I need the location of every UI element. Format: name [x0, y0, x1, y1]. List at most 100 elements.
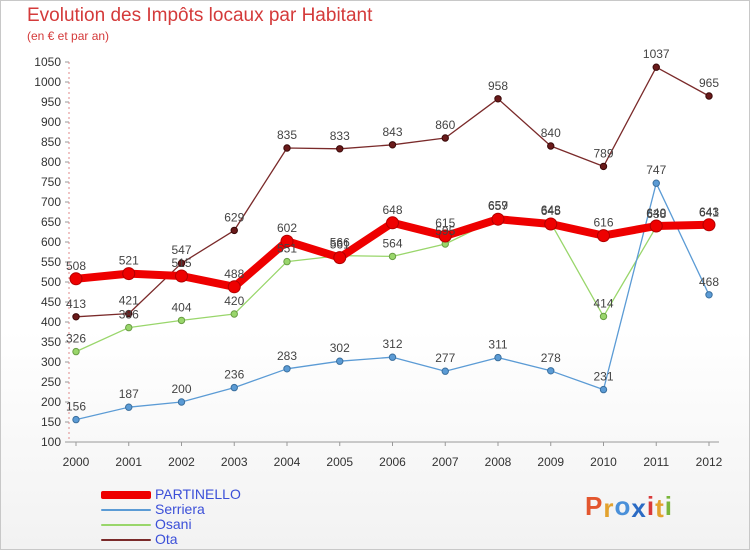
chart-title: Evolution des Impôts locaux par Habitant: [27, 5, 373, 26]
data-label: 602: [277, 221, 297, 235]
data-label: 312: [382, 337, 402, 351]
data-label: 311: [488, 338, 507, 352]
x-tick-label: 2005: [326, 455, 353, 469]
data-label: 413: [66, 297, 86, 311]
data-point: [72, 347, 80, 356]
data-label: 404: [171, 300, 191, 314]
data-point: [494, 95, 502, 103]
data-point: [125, 403, 133, 411]
legend-item-partinello: PARTINELLO: [101, 487, 241, 502]
x-tick-label: 2004: [274, 455, 301, 469]
data-point: [494, 353, 502, 362]
data-point: [705, 92, 713, 100]
data-point: [652, 63, 660, 71]
data-point: [544, 217, 558, 231]
data-label: 833: [330, 129, 350, 143]
data-point: [122, 267, 136, 281]
y-tick-label: 200: [41, 395, 61, 409]
labels-partinello: 508 521 515 488 602 561 648 615 657 645 616 640 643: [66, 199, 719, 281]
data-label: 231: [593, 370, 613, 384]
x-tick-label: 2008: [485, 455, 512, 469]
data-label: 629: [224, 210, 244, 224]
data-point: [230, 310, 238, 318]
data-point: [230, 226, 238, 235]
data-label: 283: [277, 349, 297, 363]
data-label: 958: [488, 79, 508, 93]
data-label: 156: [66, 400, 86, 414]
x-tick-label: 2000: [63, 455, 90, 469]
data-label: 508: [66, 259, 86, 273]
data-point: [491, 212, 505, 226]
y-tick-label: 750: [41, 175, 61, 189]
labels-serriera: 156 187 200 236 283 302 312 277 311 278 231 747 468: [66, 163, 719, 413]
x-tick-label: 2011: [643, 455, 669, 469]
y-tick-label: 150: [41, 415, 61, 429]
data-point: [336, 145, 344, 153]
data-point: [388, 353, 397, 361]
logo-letter: x: [631, 493, 647, 523]
y-tick-label: 550: [41, 255, 61, 269]
legend-label: PARTINELLO: [155, 486, 241, 502]
x-tick-label: 2006: [379, 455, 406, 469]
data-label: 564: [382, 236, 402, 250]
data-label: 648: [541, 203, 561, 217]
data-label: 547: [171, 243, 191, 257]
data-label: 641: [699, 206, 719, 220]
data-point: [599, 312, 608, 321]
data-label: 840: [541, 126, 561, 140]
data-point: [72, 415, 80, 424]
legend-item-osani: Osani: [101, 517, 241, 532]
data-label: 595: [435, 224, 455, 238]
data-label: 659: [488, 198, 508, 212]
data-point: [705, 291, 713, 299]
data-label: 638: [646, 207, 666, 221]
data-point: [283, 144, 291, 152]
y-tick-label: 250: [41, 375, 61, 389]
data-point: [649, 219, 663, 233]
data-point: [283, 257, 291, 266]
legend-label: Serriera: [155, 501, 205, 517]
x-tick-label: 2009: [537, 455, 564, 469]
y-tick-label: 650: [41, 215, 61, 229]
series-ota: [72, 63, 713, 321]
series-serriera: [72, 179, 713, 424]
labels-osani: 326 386 404 420 551 566 564 595 659 648 414 638 641: [66, 198, 719, 345]
data-point: [388, 141, 397, 149]
x-tick-label: 2003: [221, 455, 248, 469]
data-point: [125, 309, 133, 318]
data-label: 645: [541, 204, 561, 218]
y-tick-label: 800: [41, 155, 61, 169]
data-label: 643: [699, 205, 719, 219]
data-label: 561: [330, 238, 350, 252]
data-point: [388, 252, 397, 261]
data-point: [69, 272, 83, 286]
data-point: [283, 365, 291, 373]
data-label: 566: [330, 236, 350, 250]
data-point: [547, 367, 555, 375]
x-tick-label: 2002: [168, 455, 195, 469]
data-point: [702, 218, 716, 232]
data-point: [386, 216, 399, 230]
data-label: 278: [541, 351, 561, 365]
data-point: [597, 229, 610, 243]
legend-swatch: [101, 539, 151, 542]
y-tick-label: 100: [41, 435, 61, 449]
data-point: [441, 367, 449, 375]
data-label: 488: [224, 267, 244, 281]
data-label: 835: [277, 128, 297, 142]
data-point: [333, 251, 347, 265]
data-label: 747: [646, 163, 666, 177]
x-tick-label: 2010: [590, 455, 617, 469]
data-label: 302: [330, 341, 350, 355]
logo-letter: t: [655, 493, 665, 523]
data-label: 965: [699, 76, 719, 90]
y-tick-label: 300: [41, 355, 61, 369]
data-point: [230, 383, 238, 392]
data-label: 860: [435, 118, 455, 132]
data-label: 551: [277, 242, 297, 256]
data-label: 468: [699, 275, 719, 289]
chart-axes: 100 150 200 250 300 350 400 450 500 550 600 650 700 7…: [34, 55, 722, 469]
logo-letter: P: [585, 491, 604, 521]
